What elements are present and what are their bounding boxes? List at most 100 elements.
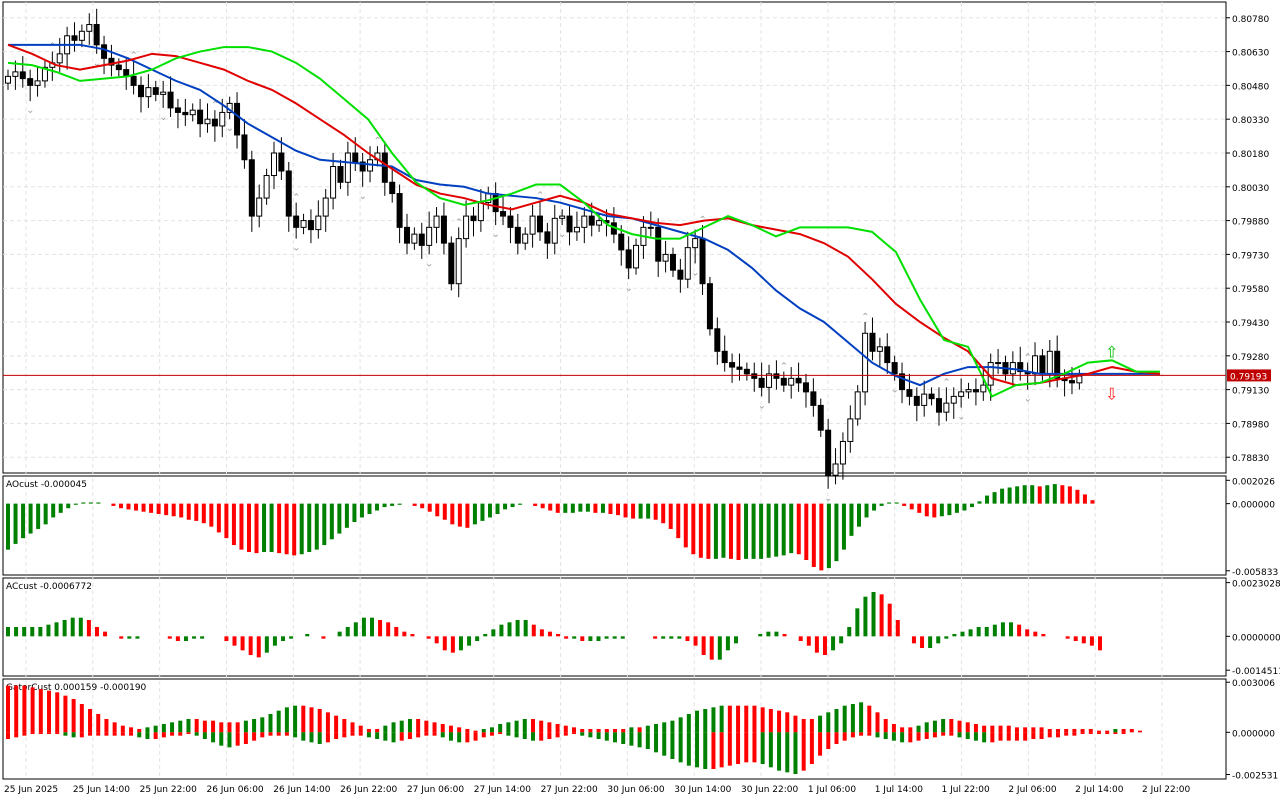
candle-body	[928, 393, 935, 400]
candle-body	[935, 398, 942, 413]
candle-body	[921, 393, 928, 406]
current-price-label: 0.79193	[1230, 372, 1267, 382]
candle-body	[359, 161, 366, 172]
fractal-up-icon: ⌃	[48, 42, 56, 53]
candle-body	[669, 253, 676, 271]
candle-body	[101, 44, 108, 59]
y-tick-label: 0.0000000	[1232, 633, 1280, 643]
candle-body	[633, 244, 640, 269]
candle-body	[381, 152, 388, 183]
y-tick-label: 0.79730	[1232, 251, 1269, 261]
ma-slow-line	[8, 43, 1160, 387]
fractal-up-icon: ⌃	[942, 377, 950, 388]
candle-body	[514, 226, 521, 244]
ma-fast-line	[7, 46, 1160, 398]
candle-body	[736, 366, 743, 370]
candle-body	[337, 166, 344, 183]
candle-body	[862, 332, 869, 393]
y-tick-label: 0.0023028	[1232, 580, 1280, 590]
x-tick-label: 2 Jul 14:00	[1075, 785, 1124, 795]
candle-body	[440, 215, 447, 244]
candle-body	[5, 75, 11, 84]
candle-body	[477, 202, 484, 222]
fractal-down-icon: ⌄	[226, 123, 234, 134]
fractal-down-icon: ⌄	[691, 267, 699, 278]
candle-body	[596, 220, 603, 226]
candle-body	[847, 418, 854, 442]
arrow-down-icon: ⇩	[1105, 384, 1118, 403]
candle-body	[418, 233, 425, 246]
candle-body	[825, 429, 832, 476]
x-tick-label: 2 Jul 22:00	[1142, 785, 1191, 795]
y-tick-label: 0.003006	[1232, 679, 1275, 689]
candle-body	[1076, 375, 1083, 384]
candle-body	[751, 373, 758, 379]
candle-body	[293, 215, 300, 228]
panel-frame	[2, 577, 1227, 677]
candle-body	[950, 395, 957, 404]
candle-body	[1039, 355, 1046, 375]
candle-body	[492, 193, 499, 213]
candle-body	[854, 391, 861, 420]
fractal-down-icon: ⌄	[26, 105, 34, 116]
candle-body	[780, 377, 787, 386]
candle-body	[522, 233, 529, 244]
candle-body	[995, 362, 1002, 365]
fractal-down-icon: ⌄	[558, 229, 566, 240]
candle-body	[27, 78, 34, 86]
candle-body	[884, 346, 891, 364]
candle-body	[300, 220, 307, 228]
candle-body	[322, 197, 329, 217]
candle-body	[108, 57, 115, 66]
candle-body	[544, 231, 551, 244]
candle-body	[677, 269, 684, 280]
candle-body	[248, 159, 255, 217]
y-tick-label: 0.002026	[1232, 477, 1275, 487]
x-tick-label: 26 Jun 14:00	[273, 785, 330, 795]
candle-body	[152, 87, 159, 95]
candle-body	[810, 391, 817, 406]
candle-body	[448, 242, 455, 285]
candle-body	[315, 215, 322, 231]
fractal-up-icon: ⌃	[211, 100, 219, 111]
y-tick-label: -0.005833	[1232, 568, 1278, 578]
fractal-up-icon: ⌃	[861, 312, 869, 323]
candle-body	[684, 247, 691, 280]
fractal-down-icon: ⌄	[425, 258, 433, 269]
candle-body	[93, 24, 100, 46]
fractal-up-icon: ⌃	[536, 190, 544, 201]
indicator-title: GatorCust 0.000159 -0.000190	[6, 683, 147, 693]
candle-body	[470, 215, 477, 222]
y-tick-label: 0.000000	[1232, 729, 1275, 739]
candle-body	[529, 215, 536, 235]
y-tick-label: -0.002531	[1232, 772, 1278, 782]
candle-body	[145, 87, 152, 98]
candle-body	[802, 382, 809, 393]
candle-body	[263, 175, 270, 199]
x-tick-label: 30 Jun 06:00	[607, 785, 664, 795]
candle-body	[699, 238, 706, 285]
candle-body	[706, 283, 713, 330]
fractal-up-icon: ⌃	[130, 51, 138, 62]
candle-body	[507, 215, 514, 228]
candle-body	[1054, 350, 1061, 379]
candle-body	[71, 35, 78, 41]
fractal-up-icon: ⌃	[617, 215, 625, 226]
y-tick-label: 0.78830	[1232, 454, 1269, 464]
candle-body	[455, 238, 462, 285]
x-tick-label: 1 Jul 06:00	[808, 785, 857, 795]
candle-body	[655, 226, 662, 262]
candle-body	[536, 215, 543, 233]
candle-body	[566, 215, 573, 233]
x-tick-label: 27 Jun 06:00	[407, 785, 464, 795]
candle-body	[913, 395, 920, 406]
fractal-up-icon: ⌃	[780, 362, 788, 373]
x-tick-label: 26 Jun 22:00	[340, 785, 397, 795]
candle-body	[551, 217, 558, 244]
candle-body	[625, 249, 632, 269]
candle-body	[115, 64, 122, 71]
x-tick-label: 27 Jun 22:00	[541, 785, 598, 795]
candle-body	[817, 404, 824, 431]
